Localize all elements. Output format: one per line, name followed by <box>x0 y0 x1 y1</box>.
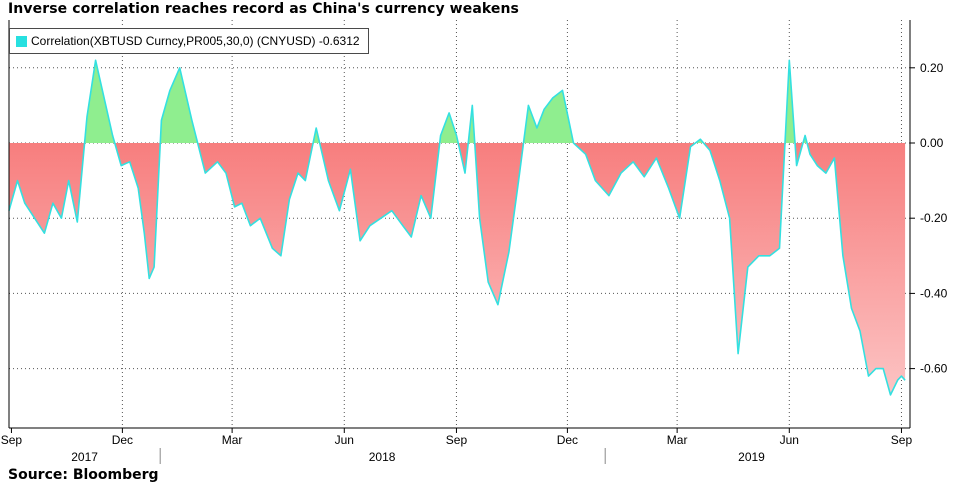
x-tick-label: Mar <box>222 433 243 447</box>
x-tick-label: Jun <box>780 433 799 447</box>
series-area <box>8 59 906 396</box>
legend-swatch <box>16 35 27 47</box>
y-tick-label: 0.00 <box>920 136 944 150</box>
x-tick-label: Dec <box>112 433 133 447</box>
axes: 0.20 0.00 -0.20 -0.40 -0.60 Sep Dec Mar Jun Sep De… <box>1 20 948 464</box>
chart-title: Inverse correlation reaches record as Ch… <box>8 1 519 17</box>
x-tick-label: Jun <box>335 433 354 447</box>
positive-fill <box>9 60 906 143</box>
y-tick-label: -0.40 <box>920 286 948 300</box>
x-tick-label: Dec <box>557 433 578 447</box>
y-tick-label: -0.60 <box>920 362 948 376</box>
x-tick-label: Sep <box>446 433 468 447</box>
legend-label: Correlation(XBTUSD Curncy,PR005,30,0) (C… <box>31 34 360 48</box>
grid-lines <box>9 20 910 428</box>
x-tick-label: Sep <box>1 433 23 447</box>
source-note: Source: Bloomberg <box>8 467 159 483</box>
series-line <box>8 59 906 396</box>
y-tick-label: 0.20 <box>920 61 944 75</box>
x-tick-label: Mar <box>667 433 688 447</box>
x-year-label: 2017 <box>71 450 98 464</box>
x-tick-label: Sep <box>891 433 913 447</box>
x-year-label: 2018 <box>369 450 396 464</box>
x-year-label: 2019 <box>738 450 765 464</box>
y-tick-label: -0.20 <box>920 211 948 225</box>
legend: Correlation(XBTUSD Curncy,PR005,30,0) (C… <box>9 28 369 54</box>
